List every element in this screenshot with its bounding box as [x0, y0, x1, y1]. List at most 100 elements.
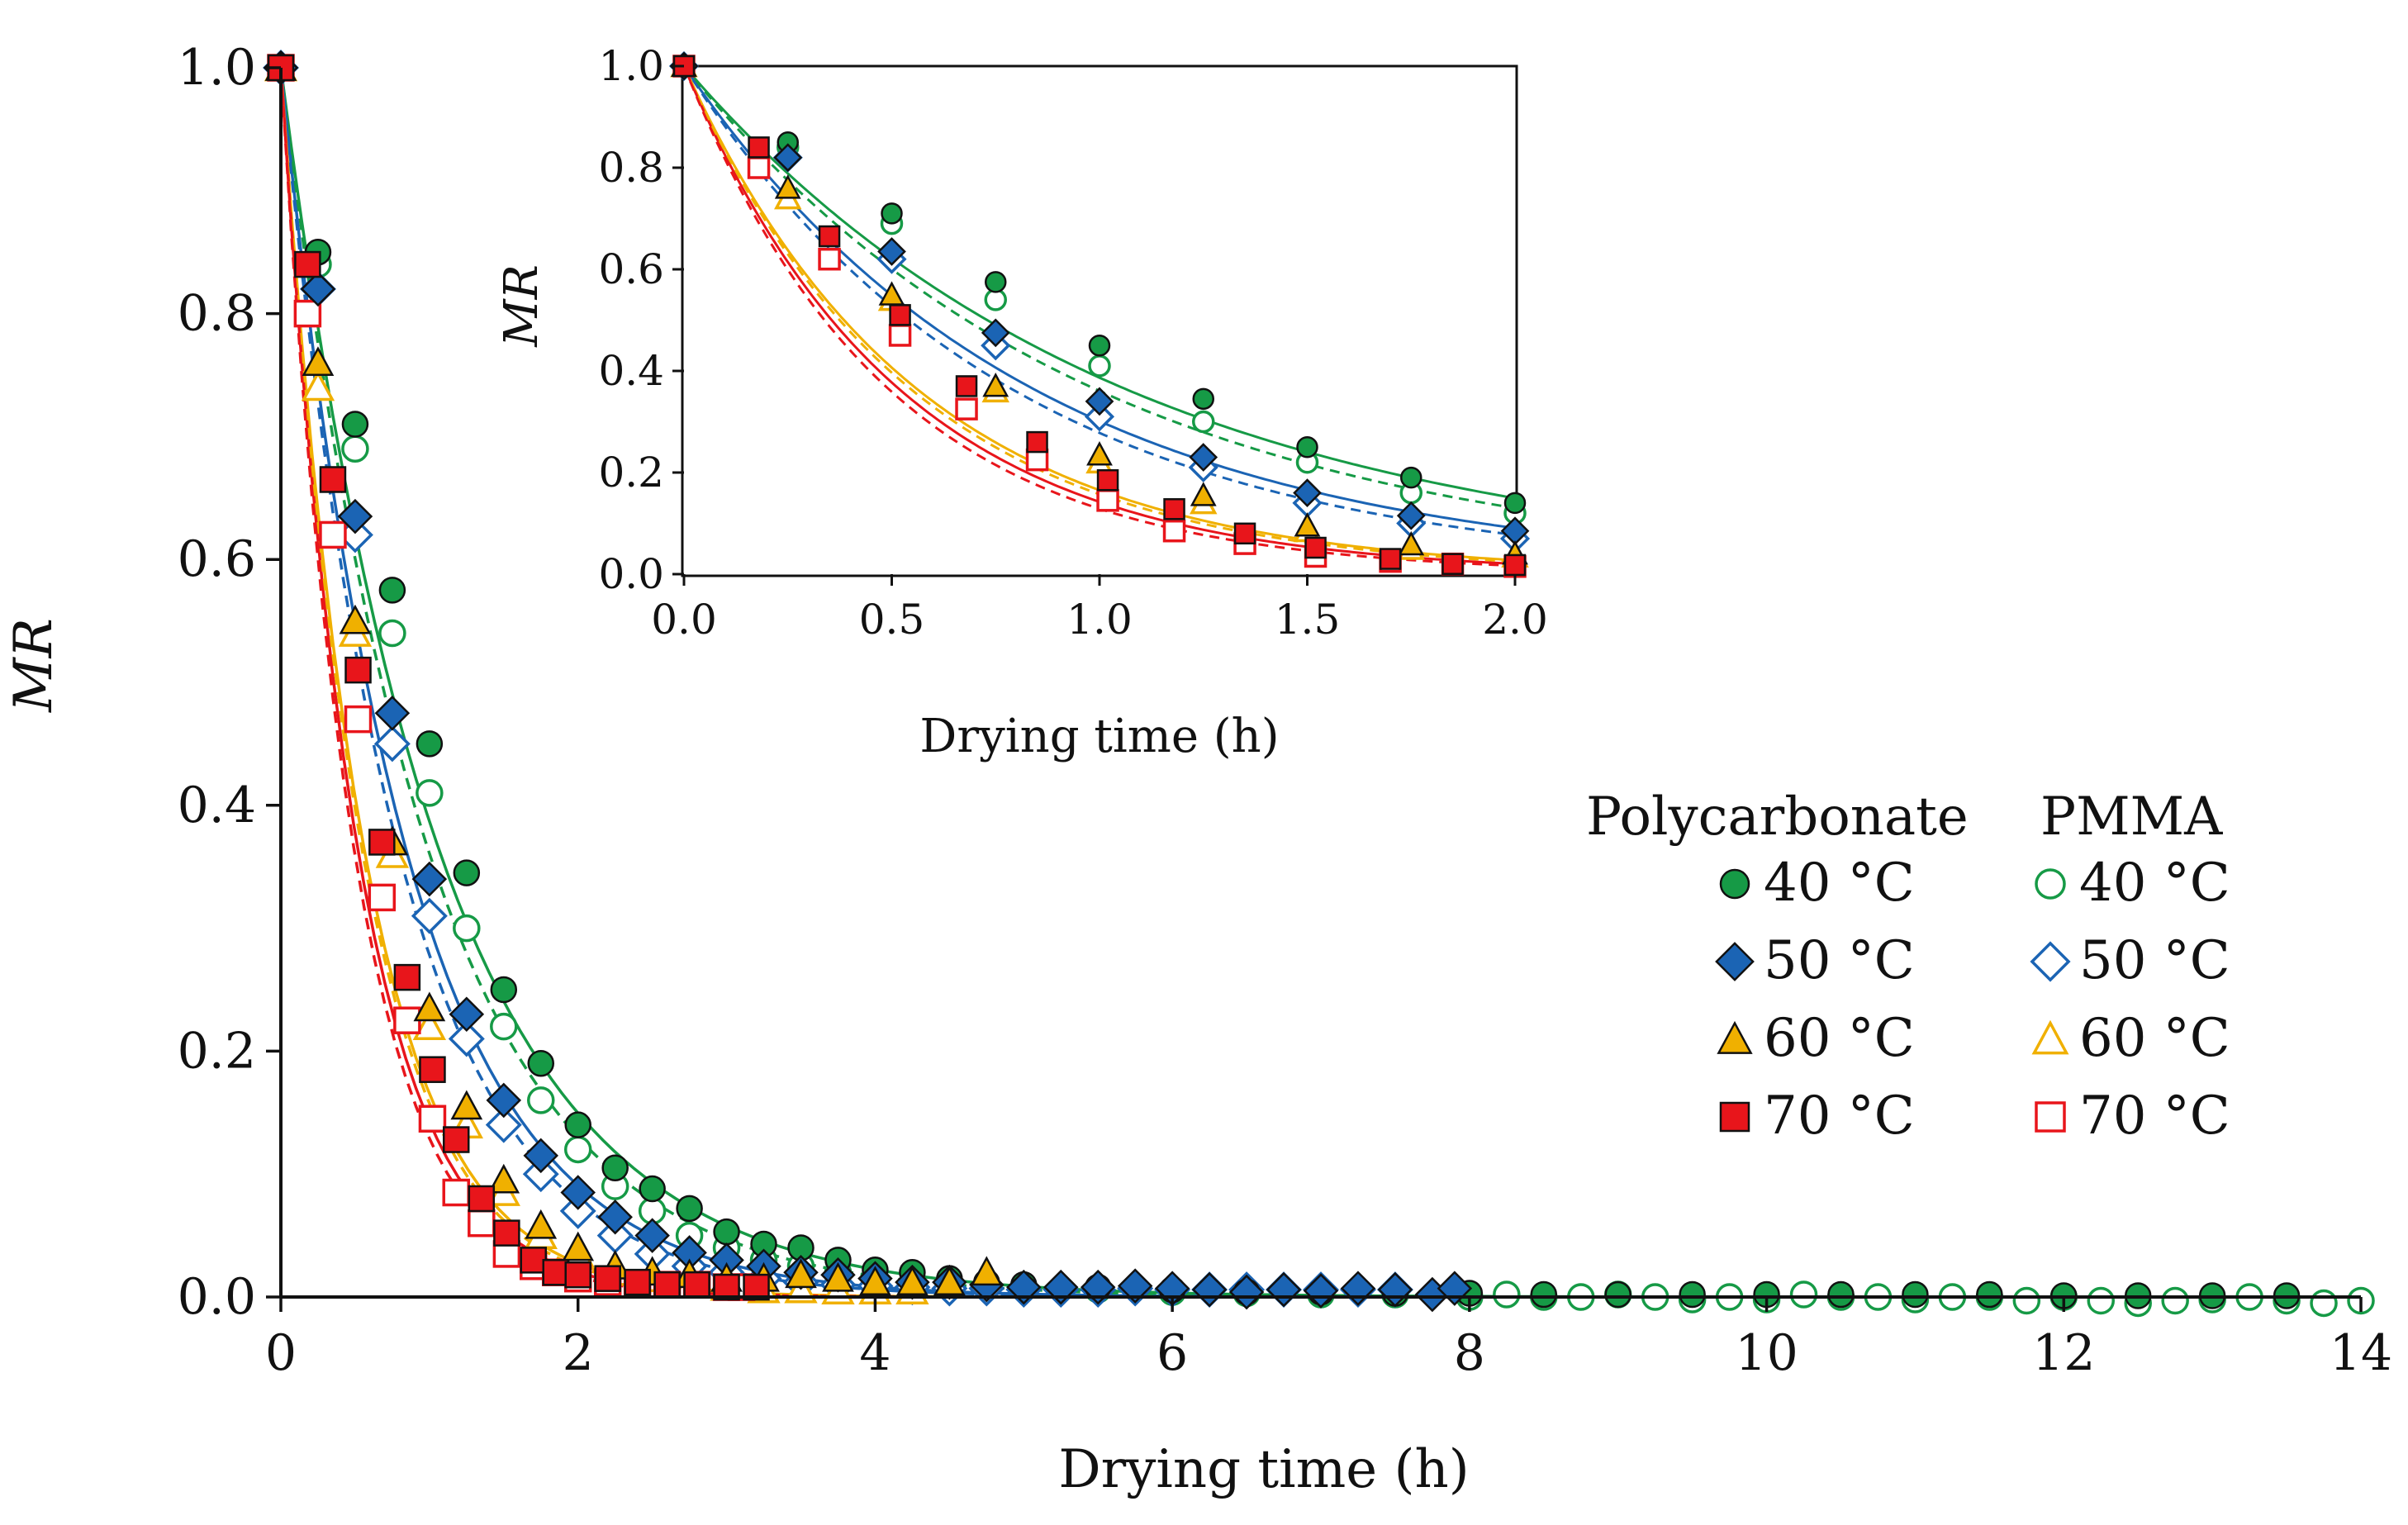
legend-marker-pmma-1 [2030, 941, 2071, 982]
data-point-s2-18 [933, 1266, 966, 1296]
data-point-s4-33 [1789, 1280, 1818, 1309]
x-tick-label: 2.0 [1482, 596, 1548, 644]
data-point-s4-39 [2012, 1286, 2041, 1315]
data-point-s3-3 [889, 304, 911, 326]
legend-marker-polycarbonate-3 [1719, 1101, 1750, 1133]
data-point-s5-5 [448, 1020, 485, 1057]
legend-header-polycarbonate: Polycarbonate [1586, 786, 1969, 848]
data-point-s2-5 [450, 1090, 483, 1120]
data-point-s2-1 [302, 346, 335, 377]
data-point-s3-11 [1441, 553, 1464, 575]
data-point-s3-8 [468, 1185, 496, 1213]
y-tick-label: 0.4 [178, 777, 256, 834]
y-tick-label: 0.8 [598, 144, 664, 192]
data-point-s3-6 [1096, 468, 1119, 492]
inset-y-axis-title: MR [495, 264, 549, 348]
data-point-s7-3 [344, 705, 373, 734]
y-tick-label: 0.6 [178, 530, 256, 588]
legend-marker-polycarbonate-0 [1719, 868, 1750, 900]
x-tick-label: 6 [1157, 1324, 1188, 1382]
data-point-s3-7 [1163, 498, 1185, 520]
main-x-ticks: 0 2 4 6 8 10 12 14 [265, 1297, 2392, 1382]
data-point-s3-10 [1379, 548, 1402, 570]
data-point-s5-4 [411, 897, 448, 934]
data-point-s3-12 [564, 1261, 591, 1289]
data-point-s1-1 [773, 143, 803, 173]
data-point-s6-4 [412, 1009, 447, 1041]
data-point-s1-6 [486, 1082, 522, 1119]
data-point-s2-4 [1086, 441, 1113, 466]
x-tick-label: 8 [1454, 1324, 1485, 1382]
data-point-s2-7 [525, 1209, 558, 1239]
data-point-s7-1 [747, 156, 771, 179]
data-point-s7-4 [955, 397, 978, 420]
data-point-s0-4 [416, 730, 444, 758]
data-point-s0-28 [1604, 1280, 1631, 1309]
data-point-s7-6 [1096, 489, 1119, 512]
data-point-s3-5 [1026, 430, 1048, 454]
data-point-s1-4 [1085, 387, 1114, 416]
data-point-s7-4 [368, 883, 397, 912]
data-point-s0-3 [378, 577, 406, 604]
fit-line-0 [682, 65, 1516, 500]
data-point-s3-2 [319, 466, 347, 493]
data-point-s6-1 [301, 369, 335, 401]
main-x-axis-title: Drying time (h) [1058, 1439, 1469, 1500]
data-point-s1-21 [1043, 1269, 1079, 1305]
data-point-s1-22 [1080, 1269, 1116, 1305]
data-point-s0-33 [1976, 1280, 2003, 1309]
data-point-s0-9 [601, 1154, 629, 1182]
legend-marker-pmma-2 [2031, 1019, 2069, 1055]
data-point-s2-14 [785, 1258, 817, 1289]
data-point-s7-2 [818, 247, 841, 271]
data-point-s3-4 [955, 375, 978, 397]
data-point-s4-4 [416, 779, 444, 807]
data-point-s7-3 [888, 324, 912, 347]
data-point-s4-5 [453, 914, 481, 943]
data-point-s2-3 [982, 373, 1009, 397]
data-point-s7-2 [319, 520, 347, 549]
data-point-s0-11 [676, 1195, 703, 1223]
data-point-s3-3 [344, 656, 372, 684]
data-point-s0-32 [1902, 1280, 1929, 1309]
data-point-s3-4 [368, 829, 396, 856]
data-point-s4-3 [378, 619, 406, 648]
x-tick-label: 12 [2032, 1324, 2095, 1382]
data-point-s5-8 [559, 1192, 596, 1229]
main-y-ticks: 0.0 0.2 0.4 0.6 0.8 1.0 [178, 39, 281, 1326]
data-point-s0-4 [1088, 335, 1111, 357]
data-point-s0-7 [1400, 466, 1422, 489]
data-point-s5-3 [373, 725, 411, 762]
legend-label-polycarbonate: 50 °C [1764, 930, 1915, 991]
legend-label-pmma: 40 °C [2079, 853, 2230, 914]
legend-label-pmma: 50 °C [2079, 930, 2230, 991]
data-point-s1-23 [1117, 1268, 1153, 1304]
data-point-s0-2 [341, 411, 369, 438]
legend: Polycarbonate PMMA 40 °C 40 °C 50 °C 50 °C 6… [1586, 786, 2230, 1147]
legend-label-polycarbonate: 70 °C [1764, 1086, 1915, 1147]
data-point-s4-5 [1192, 410, 1215, 434]
data-point-s7-8 [468, 1209, 496, 1238]
data-point-s3-11 [542, 1258, 569, 1286]
data-point-s0-2 [881, 202, 903, 225]
data-point-s1-2 [877, 237, 906, 266]
inset-data-points [668, 50, 1531, 578]
data-point-s0-8 [564, 1111, 591, 1138]
legend-marker-pmma-0 [2035, 868, 2066, 900]
data-point-s0-12 [713, 1218, 740, 1246]
data-point-s0-29 [1679, 1280, 1706, 1309]
data-point-s2-2 [339, 604, 372, 634]
data-point-s1-6 [1293, 478, 1322, 507]
data-point-s3-13 [594, 1265, 621, 1292]
data-point-s3-16 [683, 1271, 710, 1299]
y-tick-label: 0.2 [598, 449, 664, 496]
data-point-s2-17 [896, 1266, 929, 1296]
data-point-s1-5 [1189, 443, 1218, 472]
data-point-s2-7 [1398, 530, 1425, 556]
legend-label-pmma: 70 °C [2079, 1086, 2230, 1147]
data-point-s3-2 [818, 225, 841, 248]
inset-plot: 0.0 0.5 1.0 1.5 2.0 0.0 0.2 0.4 0.6 0.8 1.0 Dryin… [495, 42, 1548, 763]
y-tick-label: 0.0 [178, 1268, 256, 1326]
data-point-s3-10 [520, 1247, 548, 1274]
